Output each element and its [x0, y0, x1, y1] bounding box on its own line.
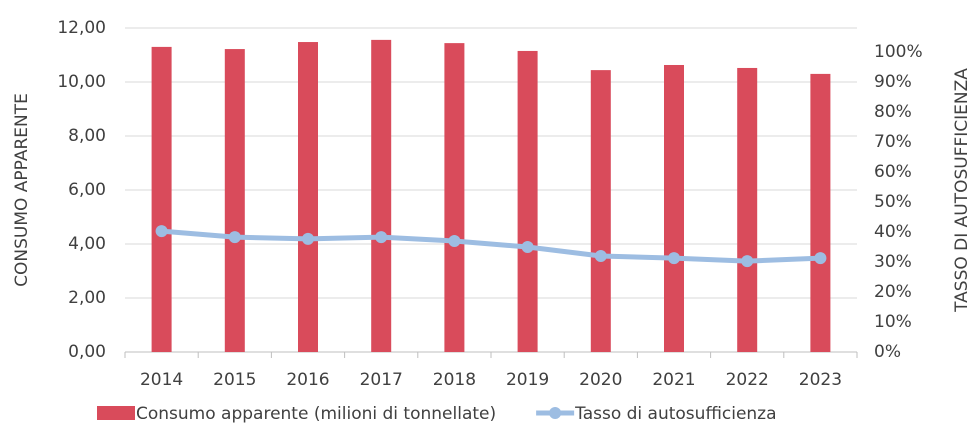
bar: [810, 73, 831, 353]
line-point: [668, 252, 680, 265]
bar: [737, 67, 758, 353]
x-tick-label: 2017: [360, 370, 403, 390]
y-tick-label: 8,00: [68, 126, 106, 146]
y-tick-label: 12,00: [57, 18, 106, 38]
line-point: [302, 232, 314, 245]
legend-label: Tasso di autosufficienza: [574, 404, 776, 424]
bar: [298, 42, 318, 352]
x-tick-label: 2014: [140, 370, 183, 390]
legend-label: Consumo apparente (milioni di tonnellate…: [136, 404, 496, 424]
y2-axis-label: TASSO DI AUTOSUFFICIENZA: [952, 68, 972, 313]
y2-tick-label: 30%: [874, 252, 912, 272]
y2-tick-label: 60%: [874, 162, 912, 182]
y-axis-label: CONSUMO APPARENTE: [12, 93, 32, 287]
y-tick-label: 10,00: [57, 72, 106, 92]
line-point: [375, 231, 388, 244]
x-tick-label: 2015: [213, 370, 256, 390]
x-tick-label: 2016: [286, 370, 329, 390]
x-tick-label: 2018: [433, 370, 476, 390]
y2-tick-label: 0%: [874, 342, 901, 362]
bar: [151, 46, 172, 353]
bar: [590, 70, 611, 353]
line-point: [521, 241, 534, 253]
y2-tick-label: 70%: [874, 132, 912, 152]
y2-tick-label: 90%: [874, 72, 912, 92]
y2-tick-label: 20%: [874, 282, 912, 302]
line-point: [594, 250, 607, 262]
y2-tick-label: 40%: [874, 222, 912, 242]
y2-tick-label: 50%: [874, 192, 912, 212]
x-tick-label: 2023: [799, 370, 842, 390]
line-point: [814, 252, 827, 265]
bar: [517, 50, 538, 352]
y2-tick-label: 10%: [874, 312, 912, 332]
y-tick-label: 0,00: [68, 342, 106, 362]
line-point: [448, 235, 461, 247]
x-tick-label: 2022: [726, 370, 769, 390]
legend-swatch: [549, 407, 562, 419]
bar: [444, 43, 465, 353]
y2-tick-label: 80%: [874, 102, 912, 122]
line-point: [228, 231, 241, 244]
legend-swatch: [97, 406, 135, 420]
x-tick-label: 2021: [652, 370, 695, 390]
line-point: [741, 255, 754, 268]
bar: [371, 39, 392, 352]
y-tick-label: 4,00: [68, 234, 106, 254]
bar: [224, 49, 245, 353]
x-tick-label: 2020: [579, 370, 622, 390]
line: [161, 228, 821, 264]
line-point: [155, 225, 168, 238]
y2-tick-label: 100%: [874, 42, 923, 62]
x-tick-label: 2019: [506, 370, 549, 390]
bar: [664, 64, 684, 353]
y-tick-label: 6,00: [68, 180, 106, 200]
y-tick-label: 2,00: [68, 288, 106, 308]
